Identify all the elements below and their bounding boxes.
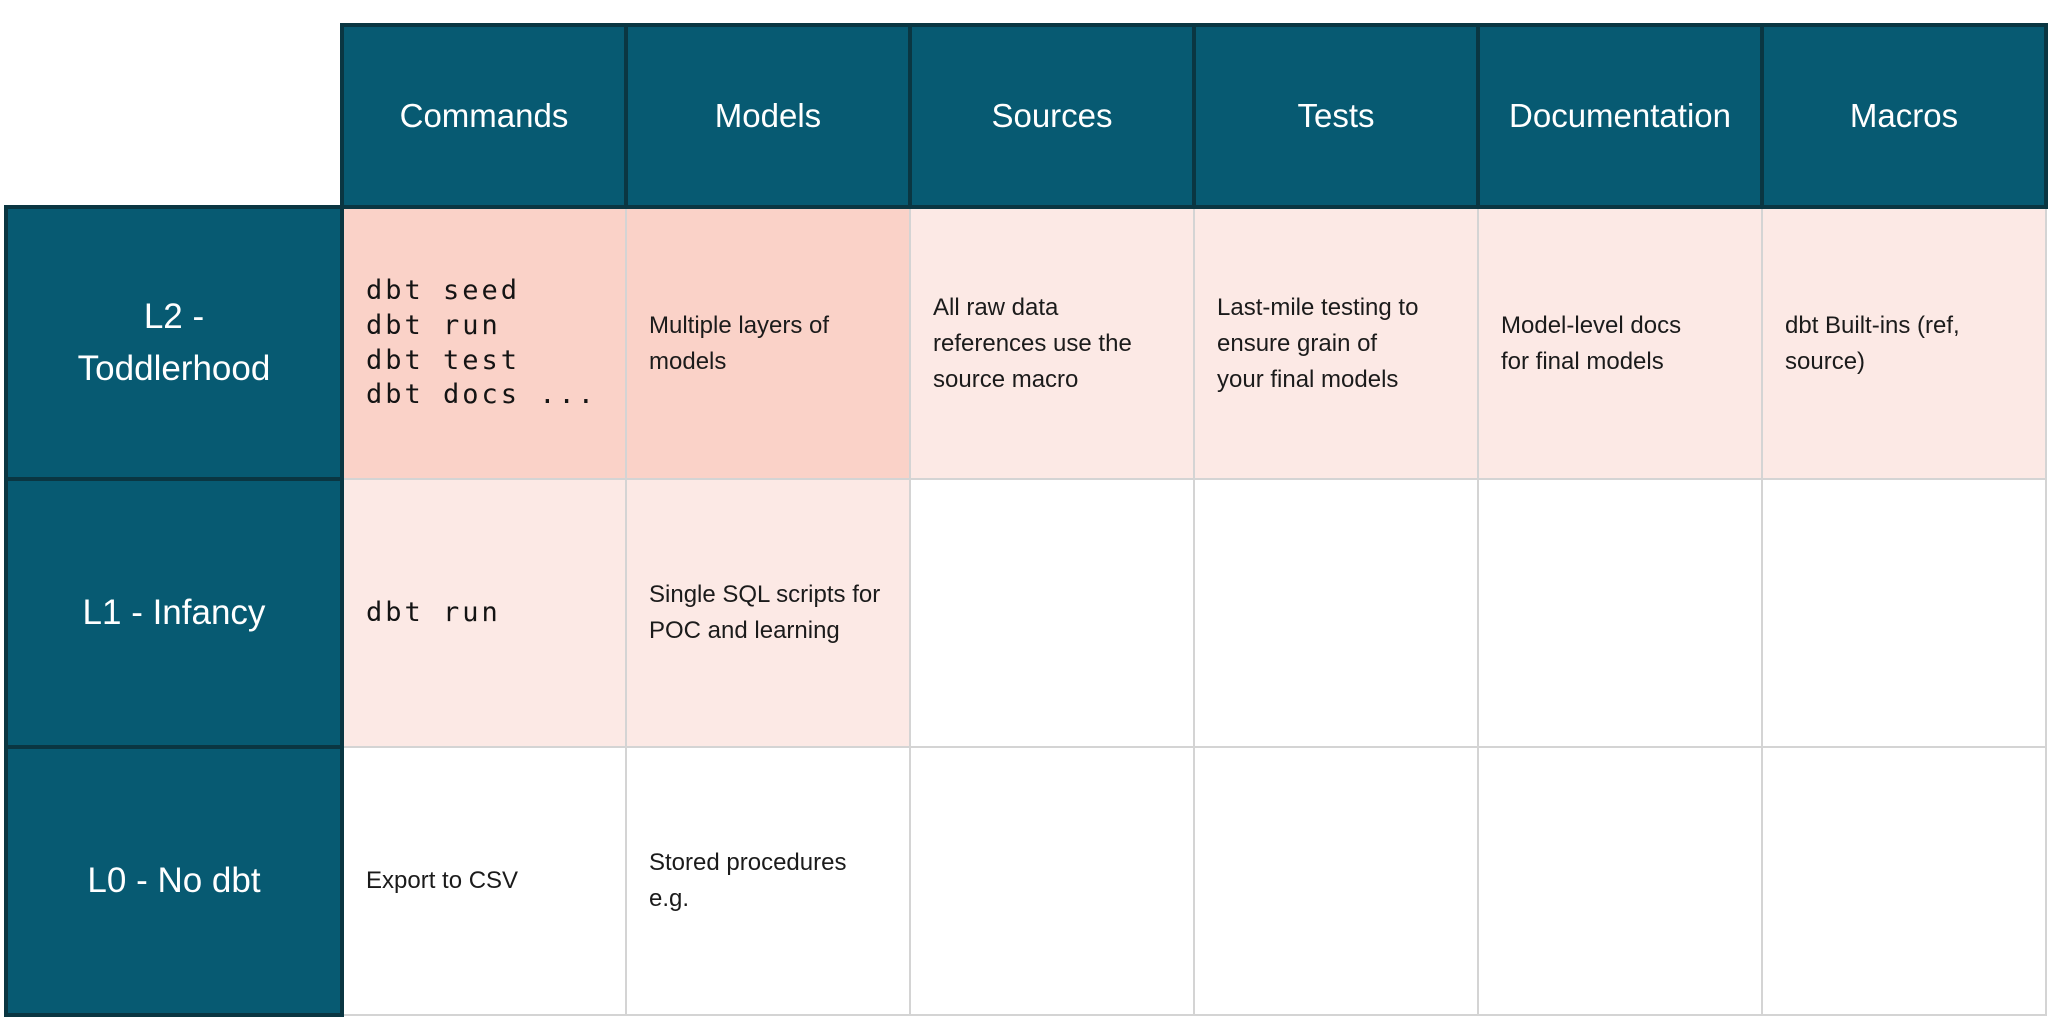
column-header-documentation: Documentation	[1476, 23, 1764, 209]
column-header-commands: Commands	[340, 23, 628, 209]
cell-l2-sources: All raw data references use the source m…	[909, 206, 1195, 480]
cell-l0-tests	[1193, 746, 1479, 1016]
row-header-l2-toddlerhood: L2 - Toddlerhood	[4, 205, 344, 481]
cell-l1-documentation	[1477, 478, 1763, 748]
cell-l2-models: Multiple layers of models	[625, 206, 911, 480]
cell-l0-documentation	[1477, 746, 1763, 1016]
cell-l1-models: Single SQL scripts for POC and learning	[625, 478, 911, 748]
cell-l1-macros	[1761, 478, 2047, 748]
cell-l0-sources	[909, 746, 1195, 1016]
cell-l2-macros: dbt Built-ins (ref, source)	[1761, 206, 2047, 480]
cell-l0-macros	[1761, 746, 2047, 1016]
row-header-l1-infancy: L1 - Infancy	[4, 477, 344, 749]
cell-l2-documentation: Model-level docs for final models	[1477, 206, 1763, 480]
cell-l1-tests	[1193, 478, 1479, 748]
column-header-macros: Macros	[1760, 23, 2048, 209]
row-header-l0-no-dbt: L0 - No dbt	[4, 745, 344, 1017]
cell-l1-commands: dbt run	[341, 478, 627, 748]
column-header-tests: Tests	[1192, 23, 1480, 209]
cell-l2-commands: dbt seed dbt run dbt test dbt docs ...	[341, 206, 627, 480]
maturity-table: Commands Models Sources Tests Documentat…	[4, 23, 2048, 1017]
cell-l2-tests: Last-mile testing to ensure grain of you…	[1193, 206, 1479, 480]
corner-cell	[6, 25, 342, 207]
cell-l1-sources	[909, 478, 1195, 748]
cell-l0-models: Stored procedures e.g.	[625, 746, 911, 1016]
cell-l0-commands: Export to CSV	[341, 746, 627, 1016]
column-header-models: Models	[624, 23, 912, 209]
column-header-sources: Sources	[908, 23, 1196, 209]
